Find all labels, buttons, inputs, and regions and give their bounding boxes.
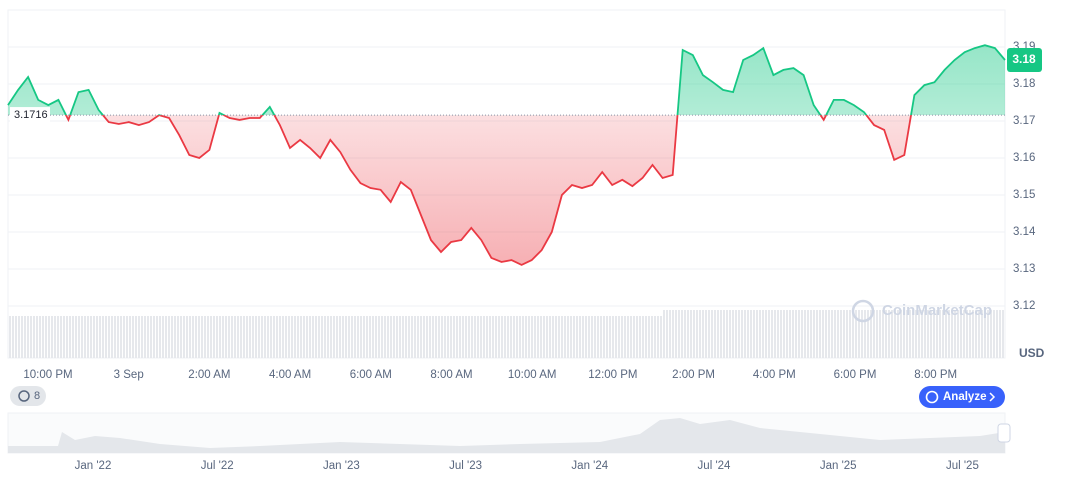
y-tick-label: 3.17 — [1013, 115, 1035, 127]
navigator — [7, 412, 1011, 454]
x-tick-label: 4:00 AM — [269, 369, 311, 381]
price-tag — [1007, 47, 1042, 72]
navigator-label: Jul '23 — [449, 460, 482, 472]
analyze-button[interactable]: Analyze — [919, 386, 1005, 408]
y-tick-label: 3.15 — [1013, 189, 1035, 201]
price-line-down — [64, 115, 912, 266]
navigator-label: Jan '23 — [323, 460, 360, 472]
x-tick-label: 4:00 PM — [753, 369, 796, 381]
y-tick-label: 3.13 — [1013, 263, 1035, 275]
y-tick-label: 3.18 — [1013, 78, 1035, 90]
y-tick-label: 3.14 — [1013, 226, 1036, 238]
navigator-label: Jan '22 — [75, 460, 112, 472]
price-line-up — [7, 44, 1006, 116]
reference-label: 3.1716 — [14, 109, 48, 121]
x-tick-label: 2:00 AM — [188, 369, 230, 381]
x-tick-label: 6:00 AM — [350, 369, 392, 381]
x-tick-label: 8:00 AM — [430, 369, 472, 381]
navigator-label: Jul '24 — [698, 460, 731, 472]
watermark-text: CoinMarketCap — [882, 302, 992, 319]
x-tick-label: 2:00 PM — [672, 369, 715, 381]
history-button[interactable]: 8 — [10, 386, 46, 406]
x-tick-label: 10:00 PM — [23, 369, 72, 381]
history-count: 8 — [34, 390, 40, 402]
y-tick-label: 3.16 — [1013, 152, 1035, 164]
area-up — [8, 45, 1005, 116]
volume-bars — [663, 310, 1005, 358]
price-tag-label: 3.18 — [1012, 52, 1036, 66]
currency-label: USD — [1019, 346, 1045, 360]
reference-label-bg — [10, 107, 50, 123]
navigator-label: Jan '24 — [571, 460, 608, 472]
x-tick-label: 10:00 AM — [508, 369, 557, 381]
y-tick-label: 3.12 — [1013, 300, 1035, 312]
navigator-label: Jan '25 — [820, 460, 857, 472]
watermark: CoinMarketCap — [851, 299, 992, 323]
navigator-label: Jul '22 — [201, 460, 234, 472]
area-down — [65, 115, 912, 265]
x-tick-label: 12:00 PM — [588, 369, 637, 381]
navigator-label: Jul '25 — [946, 460, 979, 472]
analyze-text: Analyze — [943, 391, 986, 403]
x-tick-label: 8:00 PM — [914, 369, 957, 381]
x-tick-label: 6:00 PM — [834, 369, 877, 381]
volume-bars — [8, 316, 663, 358]
x-tick-label: 3 Sep — [114, 369, 144, 381]
